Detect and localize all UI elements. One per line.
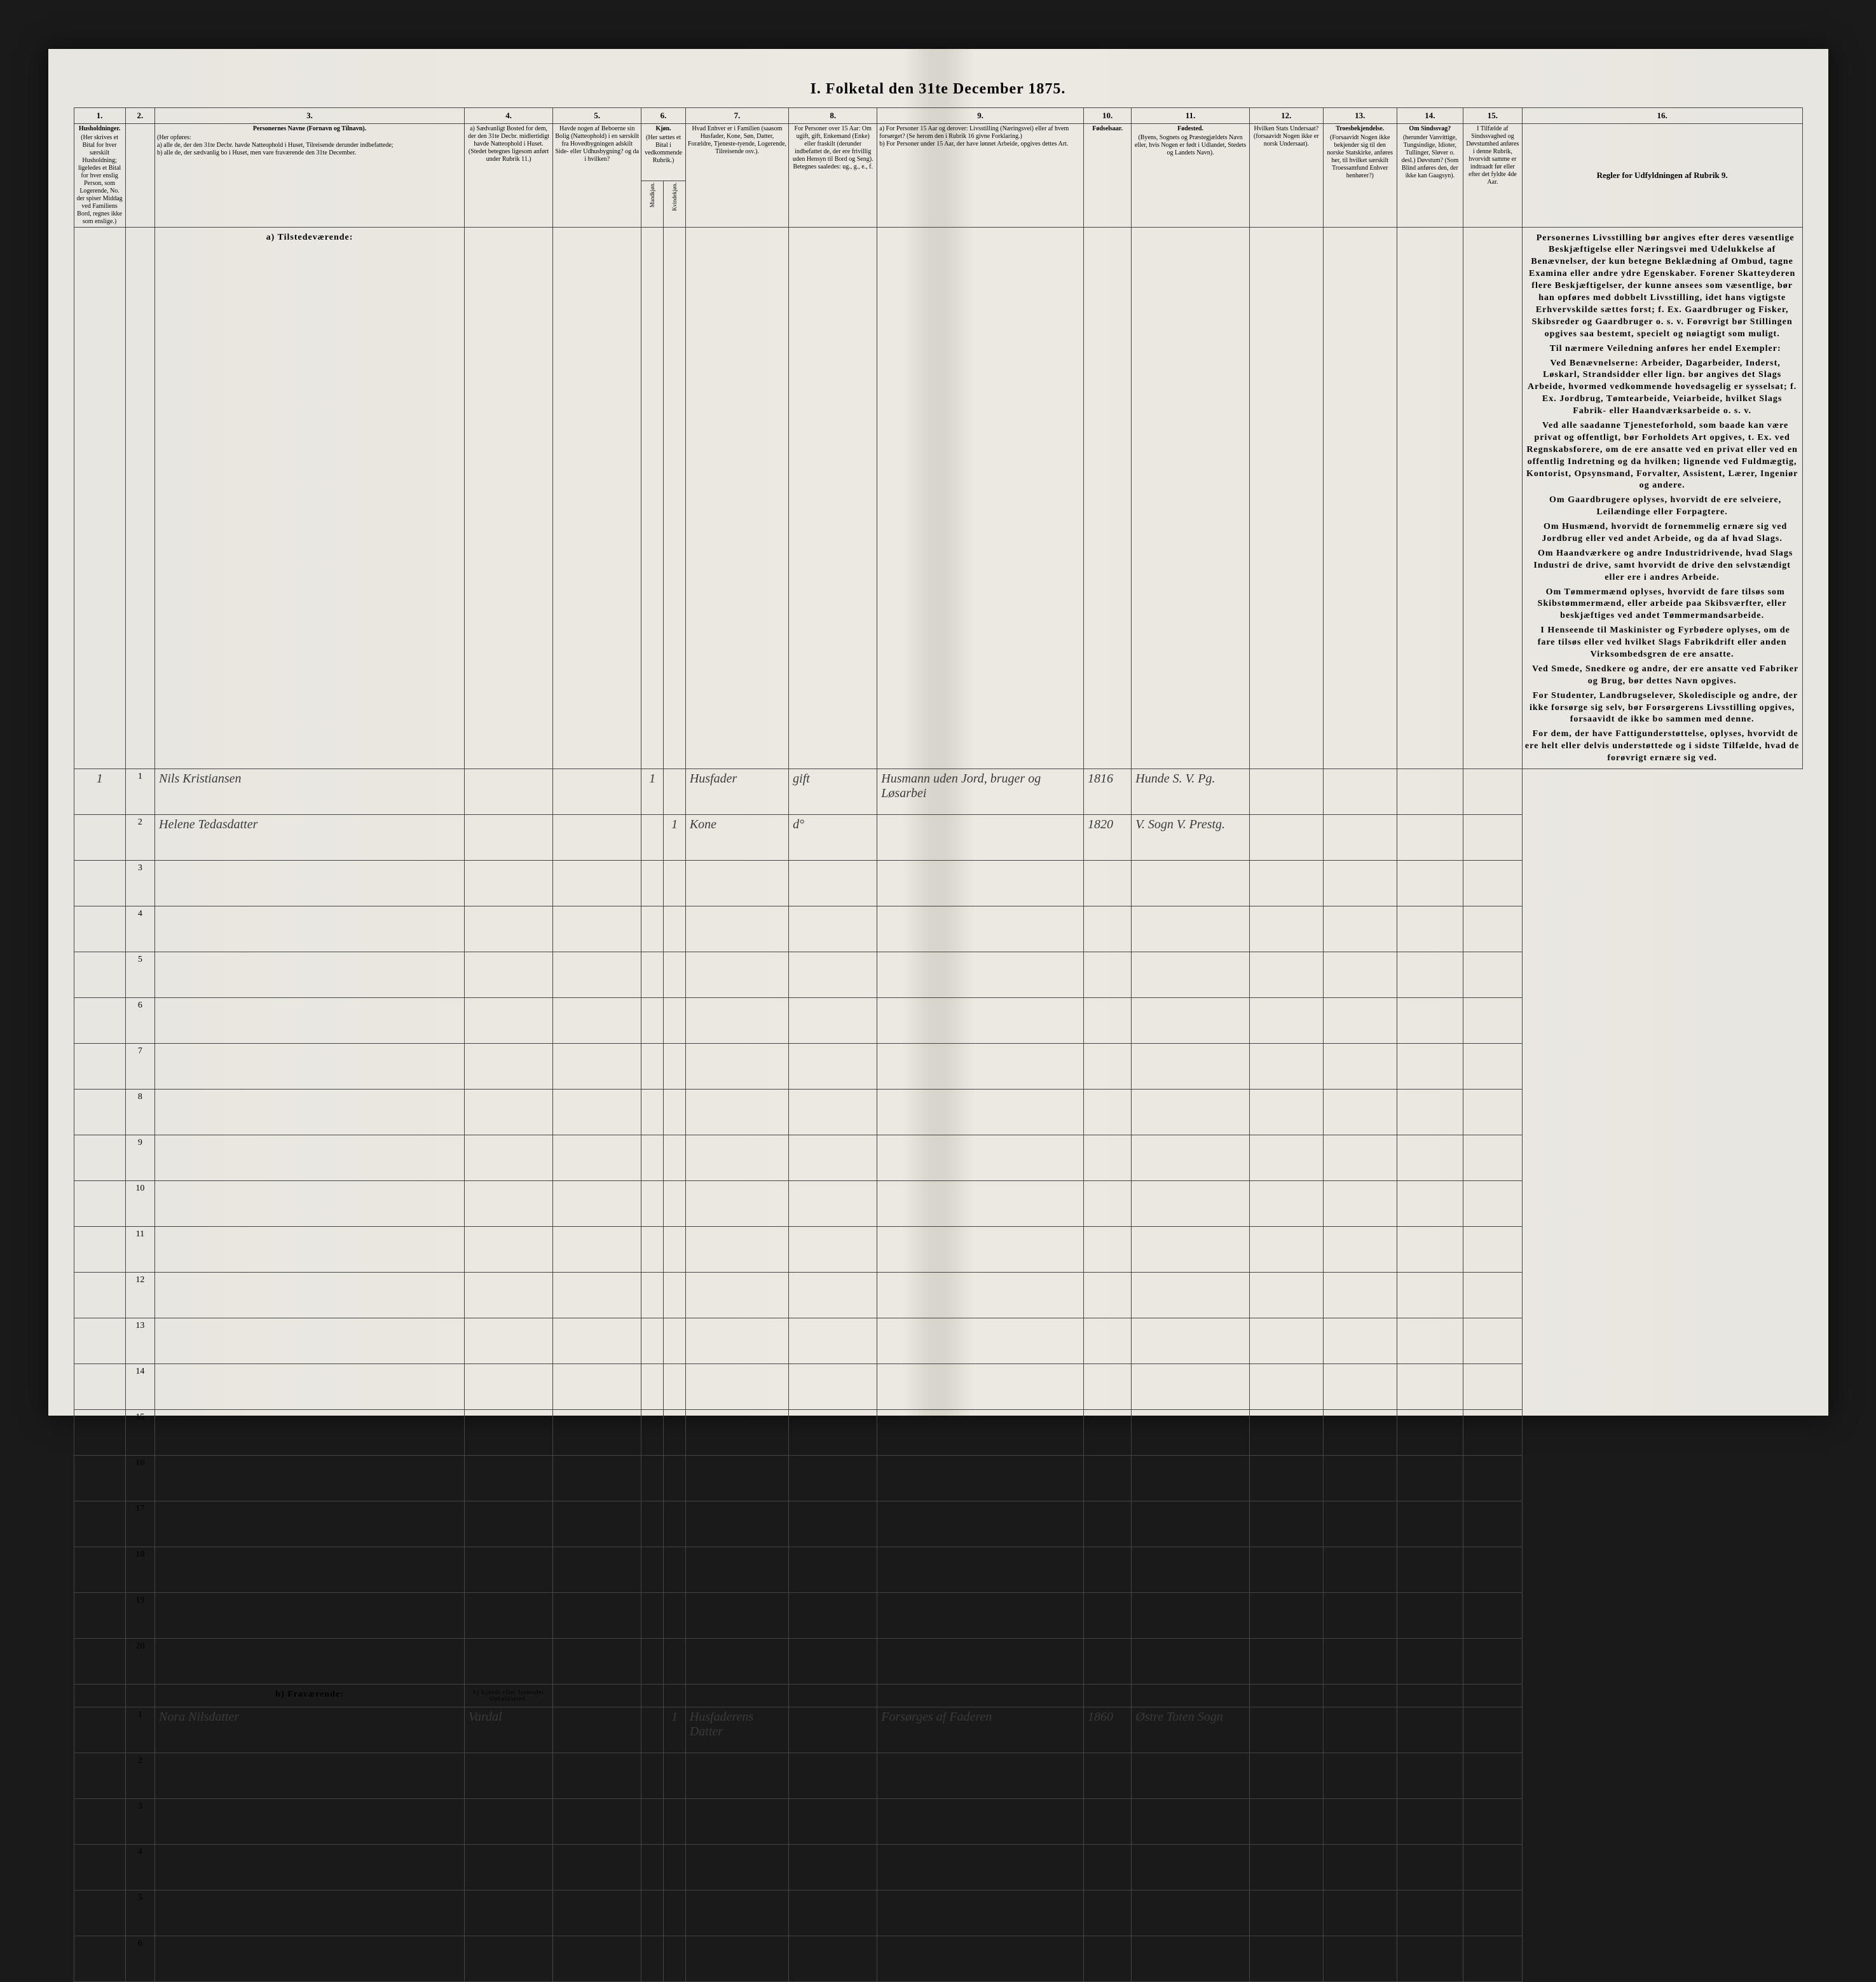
colnum-8: 8. (789, 108, 877, 124)
table-row: 1Nora NilsdatterVardal1Husfaderens Datte… (74, 1707, 1802, 1753)
hdr-16: Regler for Udfyldningen af Rubrik 9. (1522, 123, 1802, 227)
hdr-15: I Tilfælde af Sindssvaghed og Døvstumhed… (1463, 123, 1523, 227)
hdr-1: Husholdninger. (Her skrives et Bital for… (74, 123, 125, 227)
table-row: 16 (74, 1456, 1802, 1501)
hdr-4: a) Sædvanligt Bosted for dem, der den 31… (465, 123, 553, 227)
hdr-3: Personernes Navne (Fornavn og Tilnavn). … (155, 123, 465, 227)
colnum-12: 12. (1249, 108, 1323, 124)
hdr-7: Hvad Enhver er i Familien (saasom Husfad… (685, 123, 788, 227)
colnum-4: 4. (465, 108, 553, 124)
table-row: 10 (74, 1181, 1802, 1227)
table-row: 4 (74, 906, 1802, 952)
table-row: 14 (74, 1364, 1802, 1410)
page-title: I. Folketal den 31te December 1875. (74, 81, 1803, 98)
hdr-6: Kjøn. (Her sættes et Bital i vedkommende… (641, 123, 686, 181)
census-page: I. Folketal den 31te December 1875. 1. 2… (48, 49, 1828, 1416)
table-row: 15 (74, 1410, 1802, 1456)
hdr-6b: Kvindekjøn. (664, 181, 686, 228)
table-row: 3 (74, 1799, 1802, 1845)
table-row: 2Helene Tedasdatter1Koned°1820V. Sogn V.… (74, 815, 1802, 861)
table-row: 9 (74, 1135, 1802, 1181)
table-row: 6 (74, 1936, 1802, 1982)
colnum-16: 16. (1522, 108, 1802, 124)
colnum-3: 3. (155, 108, 465, 124)
section-present-label: a) Tilstedeværende: (155, 227, 465, 769)
colnum-13: 13. (1323, 108, 1397, 124)
colnum-7: 7. (685, 108, 788, 124)
hdr-14: Om Sindssvag? (herunder Vanvittige, Tung… (1397, 123, 1463, 227)
colnum-2: 2. (125, 108, 154, 124)
table-row: 5 (74, 952, 1802, 998)
colnum-9: 9. (877, 108, 1084, 124)
table-row: 4 (74, 1845, 1802, 1890)
colnum-6: 6. (641, 108, 686, 124)
hdr-5: Havde nogen af Beboerne sin Bolig (Natte… (553, 123, 641, 227)
colnum-1: 1. (74, 108, 125, 124)
table-row: 13 (74, 1318, 1802, 1364)
hdr-9: a) For Personer 15 Aar og derover: Livss… (877, 123, 1084, 227)
hdr-12: Hvilken Stats Undersaat? (forsaavidt Nog… (1249, 123, 1323, 227)
hdr-8: For Personer over 15 Aar: Om ugift, gift… (789, 123, 877, 227)
section-absent-col4: b) Kjendt eller formodet Opholdssted. (465, 1685, 553, 1707)
table-row: 19 (74, 1593, 1802, 1639)
table-row: 2 (74, 1753, 1802, 1799)
section-absent: b) Fraværende: b) Kjendt eller formodet … (74, 1685, 1802, 1707)
colnum-14: 14. (1397, 108, 1463, 124)
table-row: 8 (74, 1090, 1802, 1135)
colnum-5: 5. (553, 108, 641, 124)
table-row: 5 (74, 1890, 1802, 1936)
colnum-10: 10. (1083, 108, 1131, 124)
table-row: 11 (74, 1227, 1802, 1273)
census-table: 1. 2. 3. 4. 5. 6. 7. 8. 9. 10. 11. 12. 1… (74, 107, 1803, 1982)
hdr-10: Fødselsaar. (1083, 123, 1131, 227)
table-row: 12 (74, 1273, 1802, 1318)
table-row: 20 (74, 1639, 1802, 1685)
table-row: 17 (74, 1501, 1802, 1547)
colnum-11: 11. (1132, 108, 1250, 124)
section-present: a) Tilstedeværende: Personernes Livsstil… (74, 227, 1802, 769)
table-row: 18 (74, 1547, 1802, 1593)
table-row: 7 (74, 1044, 1802, 1090)
hdr-11: Fødested. (Byens, Sognets og Præstegjæld… (1132, 123, 1250, 227)
hdr-13: Troesbekjendelse. (Forsaavidt Nogen ikke… (1323, 123, 1397, 227)
colnum-15: 15. (1463, 108, 1523, 124)
table-row: 6 (74, 998, 1802, 1044)
section-absent-label: b) Fraværende: (155, 1685, 465, 1707)
hdr-2 (125, 123, 154, 227)
column-number-row: 1. 2. 3. 4. 5. 6. 7. 8. 9. 10. 11. 12. 1… (74, 108, 1802, 124)
instructions-text: Personernes Livsstilling bør angives eft… (1522, 227, 1802, 769)
table-row: 11Nils Kristiansen1HusfadergiftHusmann u… (74, 769, 1802, 815)
hdr-6a: Mandkjøn. (641, 181, 664, 228)
table-row: 3 (74, 861, 1802, 906)
column-header-row: Husholdninger. (Her skrives et Bital for… (74, 123, 1802, 181)
